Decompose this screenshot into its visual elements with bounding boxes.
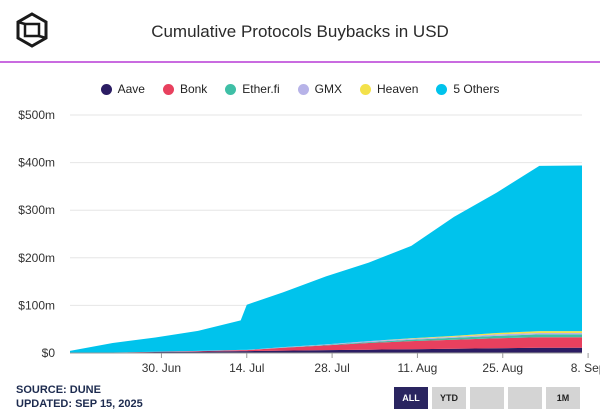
y-tick-label: $100m <box>18 298 55 312</box>
range-button[interactable] <box>470 387 504 409</box>
chart-legend: Aave Bonk Ether.fi GMX Heaven 5 Others <box>0 82 600 96</box>
x-tick-label: 25. Aug <box>482 361 523 375</box>
legend-item[interactable]: GMX <box>297 82 342 96</box>
legend-label: Aave <box>117 82 145 96</box>
x-tick-label: 30. Jun <box>142 361 181 375</box>
x-tick-label: 28. Jul <box>314 361 349 375</box>
legend-label: Ether.fi <box>242 82 280 96</box>
source-note: SOURCE: DUNE UPDATED: SEP 15, 2025 <box>16 383 143 411</box>
range-button[interactable]: YTD <box>432 387 466 409</box>
y-tick-label: $500m <box>18 108 55 122</box>
legend-item[interactable]: Heaven <box>360 82 418 96</box>
x-tick-label: 11. Aug <box>398 361 438 375</box>
legend-label: 5 Others <box>453 82 500 96</box>
range-selector: ALL YTD 1M <box>394 387 580 409</box>
x-tick-label: 14. Jul <box>229 361 264 375</box>
legend-label: Heaven <box>377 82 419 96</box>
legend-swatch <box>162 83 174 95</box>
legend-label: Bonk <box>179 82 208 96</box>
series-area-heaven <box>70 331 582 353</box>
series-area-bonk <box>70 337 582 353</box>
brand-logo-icon <box>16 12 48 48</box>
series-area-ether-fi <box>70 334 582 353</box>
legend-item[interactable]: Aave <box>100 82 145 96</box>
x-tick-label: 8. Sep <box>571 361 600 375</box>
range-button[interactable] <box>508 387 542 409</box>
legend-swatch <box>360 83 371 95</box>
legend-item[interactable]: Bonk <box>162 82 208 96</box>
legend-item[interactable]: 5 Others <box>436 82 499 96</box>
y-tick-label: $400m <box>18 156 55 170</box>
legend-item[interactable]: Ether.fi <box>225 82 280 96</box>
y-tick-label: $0 <box>42 346 56 360</box>
range-button[interactable]: ALL <box>394 387 428 409</box>
legend-swatch <box>436 83 448 95</box>
title-divider <box>0 61 600 63</box>
legend-label: GMX <box>314 82 342 96</box>
legend-swatch <box>225 83 237 95</box>
updated-label: UPDATED: SEP 15, 2025 <box>16 398 143 410</box>
range-button[interactable]: 1M <box>546 387 580 409</box>
source-label: SOURCE: DUNE <box>16 384 101 396</box>
chart-title: Cumulative Protocols Buybacks in USD <box>151 22 449 41</box>
y-tick-label: $200m <box>18 251 55 265</box>
y-tick-label: $300m <box>18 203 55 217</box>
legend-swatch <box>100 83 112 95</box>
series-area-5-others <box>70 165 582 353</box>
legend-swatch <box>297 83 309 95</box>
series-area-aave <box>70 347 582 353</box>
